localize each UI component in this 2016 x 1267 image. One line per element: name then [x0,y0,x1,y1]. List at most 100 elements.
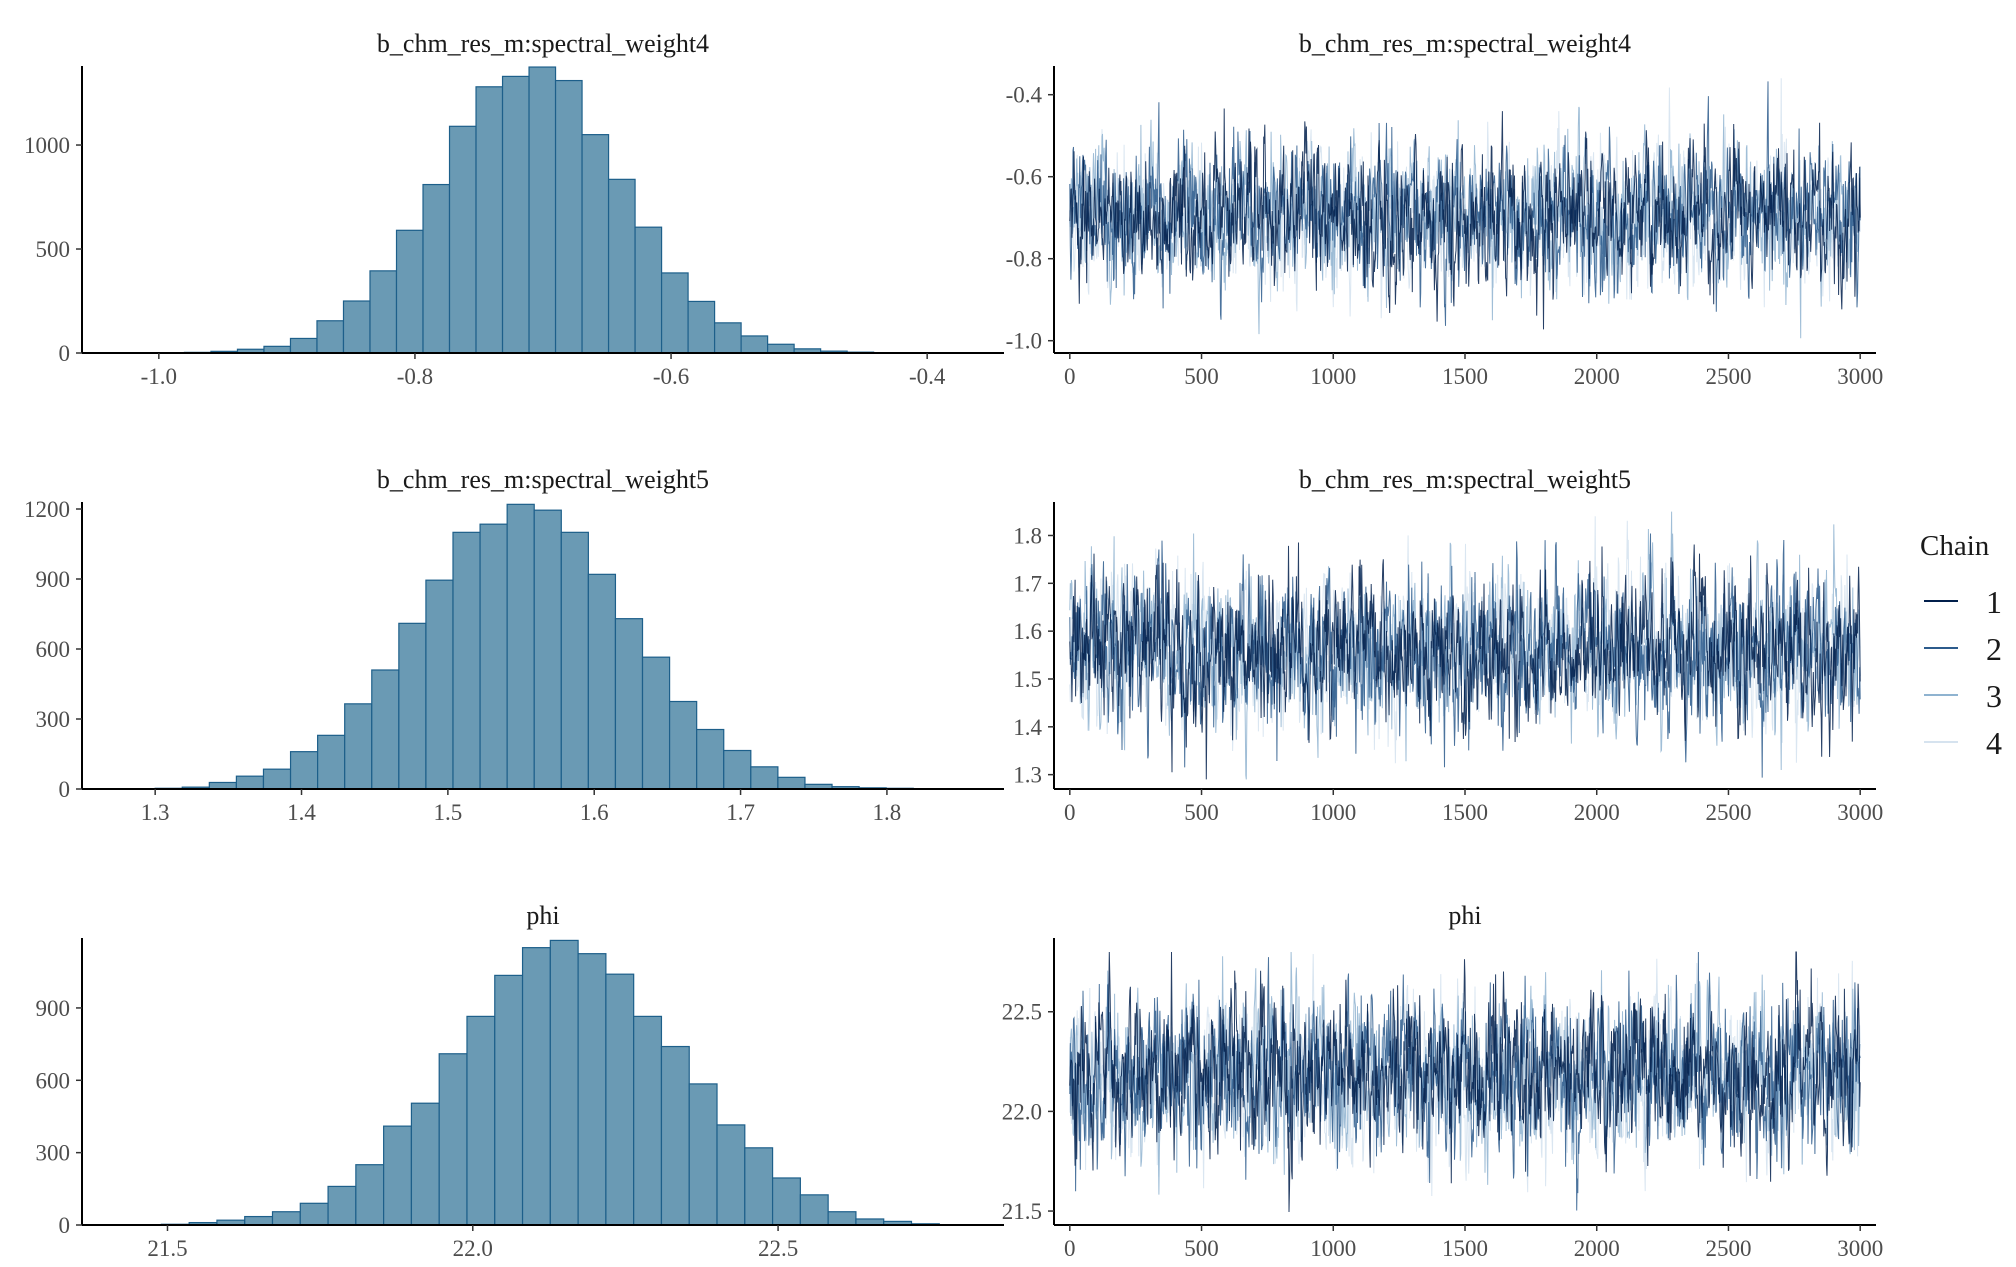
histogram-bar [494,974,524,1226]
x-tick-label: 1.6 [580,800,609,825]
histogram-bar [395,229,424,354]
histogram-bar [410,1102,440,1226]
histogram-bar [777,776,806,790]
histogram-bar [668,700,698,790]
histogram-bar [466,1015,496,1226]
chain-1-trace [1069,542,1861,780]
x-tick-label: 2000 [1574,800,1620,825]
panel-1: b_chm_res_m:spectral_weight4 0 500 1000 -1.0… [24,29,1004,389]
y-tick-label: 900 [36,567,71,592]
x-tick-label: 1.7 [726,800,755,825]
y-tick-label: 600 [36,637,71,662]
legend-item-3: 3 [1924,678,2002,714]
histogram-bar [271,1211,301,1226]
histogram-bar [687,300,716,354]
y-tick-label: -0.6 [1006,165,1042,190]
x-tick-label: 2500 [1705,364,1751,389]
y-tick-label: 1.3 [1013,763,1042,788]
histogram-bar [740,335,769,354]
histogram-bar [744,1147,774,1226]
histogram-bar [533,509,562,790]
histogram-bar [660,1045,690,1226]
histogram-bar [398,622,427,790]
histogram-bar [438,1053,468,1226]
x-tick-label: 3000 [1837,364,1883,389]
histogram-bar [299,1202,329,1226]
y-tick-label: 21.5 [1002,1199,1042,1224]
x-tick-label: 500 [1184,1236,1219,1261]
histogram-bar [560,531,589,790]
legend-title: Chain [1920,530,1990,562]
x-tick-label: 21.5 [147,1236,187,1261]
histogram-bar [475,86,504,354]
x-tick-label: 1500 [1442,800,1488,825]
histogram-bar [549,939,579,1226]
histogram-bar [369,270,398,354]
histogram-bar [479,523,508,790]
histogram-bar [448,125,477,354]
legend-label-3: 3 [1986,678,2002,714]
histogram-bar [614,618,644,790]
histogram-bar [660,272,689,354]
histogram-bar [317,734,346,790]
panel-title: b_chm_res_m:spectral_weight5 [1299,465,1631,494]
x-tick-label: 2000 [1574,364,1620,389]
y-tick-label: -1.0 [1006,329,1042,354]
y-tick-label: 900 [36,996,71,1021]
chain-legend: Chain 1 2 3 4 [1920,530,2002,761]
trace-lines [1069,511,1861,780]
histogram-bar [289,337,318,354]
legend-label-1: 1 [1986,584,2002,620]
y-tick-label: 22.5 [1002,1000,1042,1025]
y-tick-label: 1.6 [1013,619,1042,644]
y-tick-label: 600 [36,1068,71,1093]
x-tick-label: 2500 [1705,800,1751,825]
histogram-bar [554,79,583,354]
histogram-bar [355,1164,385,1226]
x-tick-label: 500 [1184,364,1219,389]
x-tick-label: 2000 [1574,1236,1620,1261]
y-tick-label: 1200 [24,497,70,522]
panel-3: b_chm_res_m:spectral_weight5 0 300 600 900 12… [24,465,1004,825]
x-tick-label: 500 [1184,800,1219,825]
chain-1-trace [1069,108,1861,330]
histogram-bar [688,1083,718,1226]
histogram-bar [634,226,663,354]
histogram-bar [716,1124,746,1226]
x-tick-label: 1.4 [287,800,316,825]
y-tick-label: -0.4 [1006,83,1043,108]
histogram-bar [371,669,400,790]
histogram-bar [244,1215,274,1226]
histogram-bar [262,768,292,790]
y-tick-label: 300 [36,707,71,732]
panel-title: phi [526,901,559,930]
histogram-bar [771,1177,801,1226]
histogram-bar [383,1125,413,1226]
x-tick-label: 1.8 [873,800,902,825]
x-tick-label: 3000 [1837,800,1883,825]
histogram-bar [342,300,371,354]
x-tick-label: 1.3 [141,800,170,825]
histogram-bar [605,973,635,1226]
histogram-bar [327,1185,357,1226]
y-tick-label: 1.8 [1013,523,1042,548]
chart-panels: b_chm_res_m:spectral_weight4 0 500 1000 -1.0… [24,29,1883,1261]
x-tick-label: -0.4 [909,364,946,389]
histogram-bar [641,656,671,790]
x-tick-label: 1000 [1310,800,1356,825]
histogram-bar [587,573,617,790]
histogram-bar [521,947,551,1226]
histogram-bar [723,749,752,790]
histogram-bars [160,939,940,1226]
panel-5: phi 0 300 600 900 21.5 22.0 22.5 [36,901,1004,1261]
histogram-bar [696,728,725,790]
histogram-bar [633,1015,663,1226]
x-tick-label: 1000 [1310,1236,1356,1261]
x-tick-label: 0 [1064,364,1076,389]
x-tick-label: 0 [1064,800,1076,825]
panel-4: b_chm_res_m:spectral_weight5 1.3 1.4 1.5 1.6… [1013,465,1883,825]
panel-title: b_chm_res_m:spectral_weight5 [377,465,709,494]
x-tick-label: 1.5 [433,800,462,825]
histogram-bar [607,178,636,354]
legend-label-2: 2 [1986,631,2002,667]
